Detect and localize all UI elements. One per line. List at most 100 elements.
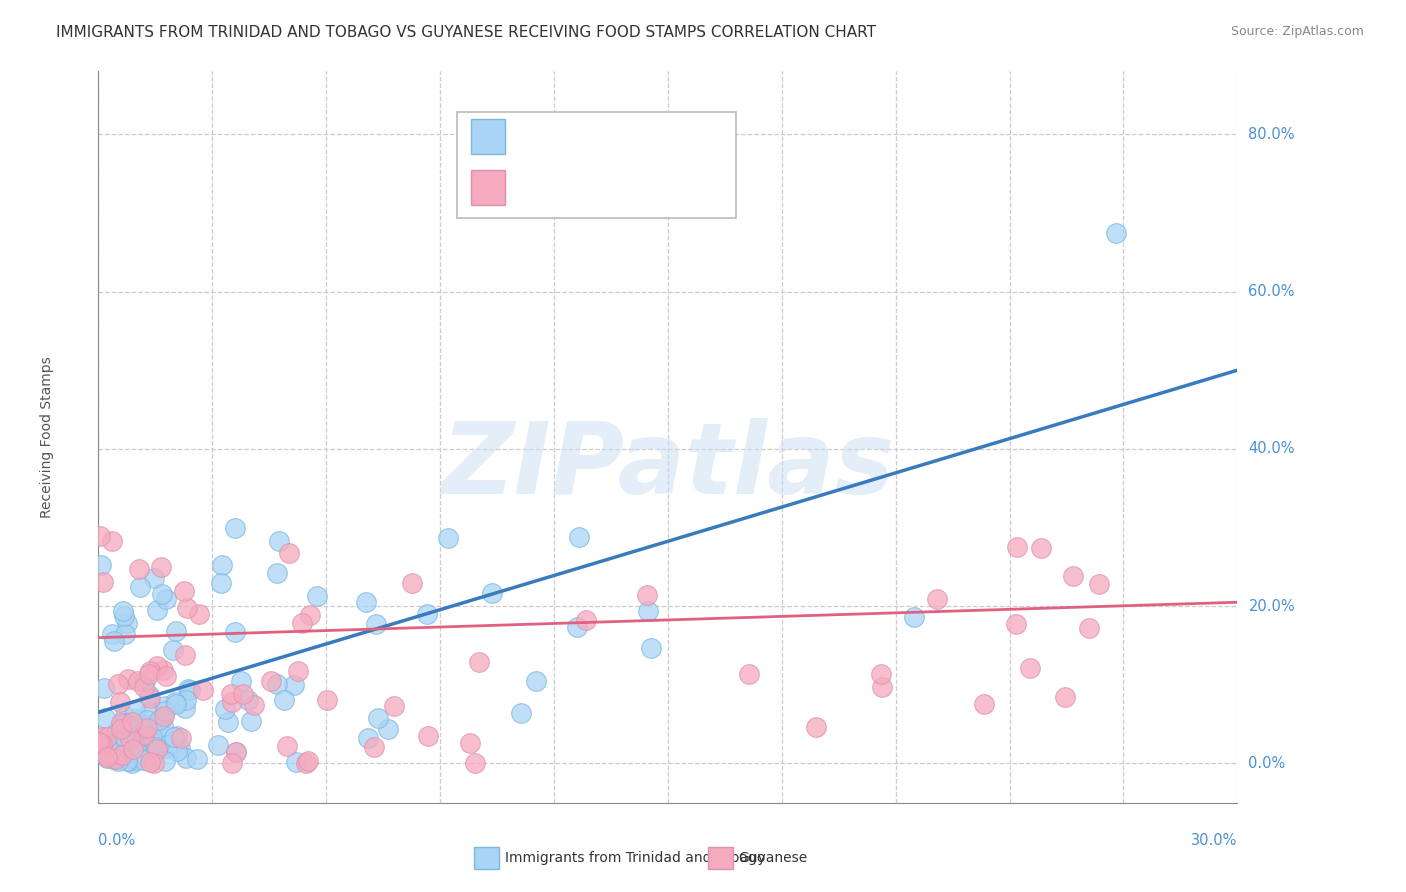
Point	[91, 746, 114, 760]
Point	[96, 730, 118, 744]
Point	[135, 717, 157, 731]
Point	[176, 601, 198, 615]
Point	[229, 673, 252, 688]
Point	[169, 741, 191, 756]
Point	[284, 755, 307, 769]
FancyBboxPatch shape	[471, 119, 505, 154]
Point	[510, 706, 533, 720]
Point	[240, 714, 263, 728]
Point	[416, 607, 439, 621]
Point	[112, 737, 135, 751]
Point	[96, 748, 118, 763]
Point	[127, 753, 149, 767]
Text: IMMIGRANTS FROM TRINIDAD AND TOBAGO VS GUYANESE RECEIVING FOOD STAMPS CORRELATIO: IMMIGRANTS FROM TRINIDAD AND TOBAGO VS G…	[56, 25, 876, 40]
Point	[105, 739, 128, 753]
Point	[112, 729, 135, 743]
Point	[115, 616, 138, 631]
Point	[90, 558, 112, 572]
FancyBboxPatch shape	[707, 847, 733, 869]
Point	[142, 571, 165, 585]
Point	[91, 730, 114, 744]
Point	[1053, 690, 1076, 704]
Point	[101, 627, 124, 641]
Point	[110, 723, 132, 737]
Text: 0.0%: 0.0%	[98, 833, 135, 848]
Point	[187, 607, 209, 621]
Point	[103, 633, 125, 648]
Point	[169, 731, 191, 745]
Point	[96, 738, 118, 752]
Point	[973, 697, 995, 711]
Point	[176, 751, 198, 765]
Point	[136, 713, 159, 727]
Point	[100, 747, 122, 761]
Point	[524, 674, 547, 689]
Point	[287, 664, 309, 678]
Point	[163, 730, 186, 744]
Point	[122, 741, 145, 756]
Point	[1018, 660, 1040, 674]
Point	[232, 687, 254, 701]
Point	[273, 693, 295, 707]
Point	[89, 529, 111, 543]
Point	[870, 680, 893, 694]
Point	[221, 756, 243, 770]
Point	[640, 641, 662, 656]
Point	[110, 748, 132, 763]
Point	[100, 534, 122, 549]
Point	[150, 559, 173, 574]
Point	[297, 754, 319, 768]
Point	[437, 531, 460, 545]
Point	[155, 704, 177, 718]
Point	[155, 669, 177, 683]
Point	[238, 693, 260, 707]
Point	[166, 743, 188, 757]
Point	[145, 602, 167, 616]
Text: Immigrants from Trinidad and Tobago: Immigrants from Trinidad and Tobago	[505, 851, 765, 864]
Point	[141, 731, 163, 745]
Point	[217, 715, 239, 730]
Point	[804, 721, 827, 735]
Point	[91, 574, 114, 589]
Point	[107, 677, 129, 691]
Point	[91, 738, 114, 752]
Point	[132, 728, 155, 742]
Point	[1105, 226, 1128, 240]
Point	[94, 731, 117, 746]
Point	[155, 754, 177, 768]
Point	[219, 687, 242, 701]
Point	[260, 674, 283, 689]
Point	[186, 752, 208, 766]
Point	[162, 642, 184, 657]
Point	[295, 756, 318, 771]
Point	[266, 676, 288, 690]
Point	[156, 740, 179, 755]
Text: Receiving Food Stamps: Receiving Food Stamps	[41, 356, 55, 518]
Point	[132, 733, 155, 747]
FancyBboxPatch shape	[457, 112, 737, 218]
Point	[377, 722, 399, 736]
Point	[125, 745, 148, 759]
Point	[139, 731, 162, 745]
Point	[128, 562, 150, 576]
Point	[416, 729, 439, 743]
Point	[114, 708, 136, 723]
Point	[139, 705, 162, 719]
Point	[110, 716, 132, 731]
Point	[124, 703, 146, 717]
Point	[152, 728, 174, 742]
Point	[1077, 621, 1099, 635]
Point	[207, 739, 229, 753]
Point	[574, 613, 596, 627]
Point	[142, 756, 165, 771]
Point	[870, 667, 893, 681]
Point	[927, 591, 949, 606]
Point	[112, 608, 135, 623]
Point	[127, 749, 149, 764]
Point	[173, 584, 195, 599]
Point	[101, 752, 124, 766]
Point	[211, 558, 233, 573]
Point	[145, 740, 167, 755]
Point	[1088, 577, 1111, 591]
Point	[117, 672, 139, 686]
